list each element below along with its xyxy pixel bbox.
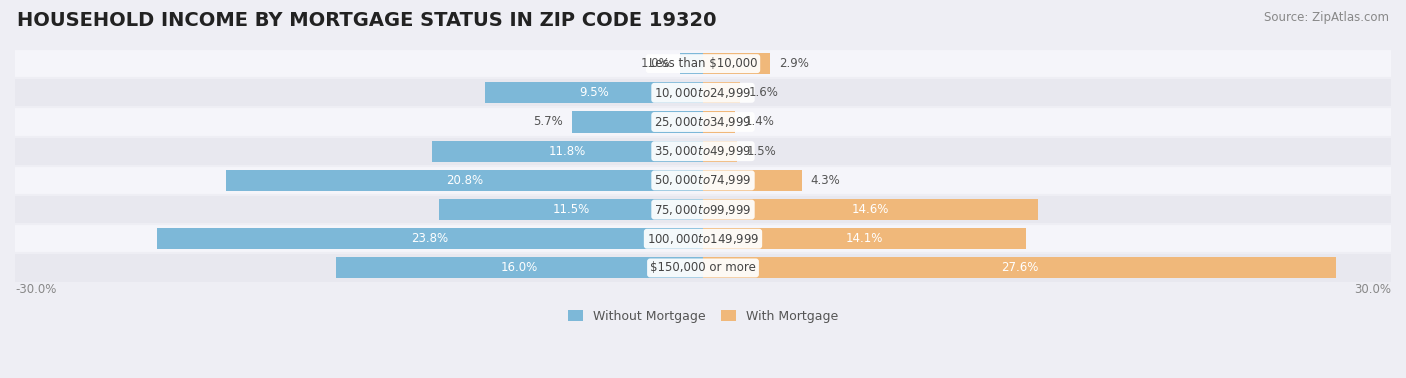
Bar <box>703 112 735 133</box>
Bar <box>15 78 1391 107</box>
Text: 11.8%: 11.8% <box>550 145 586 158</box>
Text: HOUSEHOLD INCOME BY MORTGAGE STATUS IN ZIP CODE 19320: HOUSEHOLD INCOME BY MORTGAGE STATUS IN Z… <box>17 11 717 30</box>
Text: 1.6%: 1.6% <box>749 86 779 99</box>
Text: -30.0%: -30.0% <box>15 283 56 296</box>
Text: 4.3%: 4.3% <box>811 174 841 187</box>
Bar <box>15 107 1391 136</box>
Text: $10,000 to $24,999: $10,000 to $24,999 <box>654 86 752 100</box>
Text: 14.6%: 14.6% <box>852 203 889 216</box>
Bar <box>485 82 703 103</box>
Text: 1.0%: 1.0% <box>641 57 671 70</box>
Bar <box>157 228 703 249</box>
Text: 23.8%: 23.8% <box>412 232 449 245</box>
Text: 5.7%: 5.7% <box>533 116 564 129</box>
Text: $75,000 to $99,999: $75,000 to $99,999 <box>654 203 752 217</box>
Bar <box>681 53 703 74</box>
Text: 30.0%: 30.0% <box>1354 283 1391 296</box>
Bar <box>703 82 740 103</box>
Bar <box>703 170 801 191</box>
Text: 14.1%: 14.1% <box>846 232 883 245</box>
Bar <box>703 228 1026 249</box>
Text: 16.0%: 16.0% <box>501 262 538 274</box>
Text: Source: ZipAtlas.com: Source: ZipAtlas.com <box>1264 11 1389 24</box>
Text: $100,000 to $149,999: $100,000 to $149,999 <box>647 232 759 246</box>
Text: 9.5%: 9.5% <box>579 86 609 99</box>
Text: 11.5%: 11.5% <box>553 203 589 216</box>
Bar <box>572 112 703 133</box>
Text: Less than $10,000: Less than $10,000 <box>648 57 758 70</box>
Bar <box>15 166 1391 195</box>
Bar <box>703 141 737 162</box>
Bar <box>226 170 703 191</box>
Bar <box>439 199 703 220</box>
Text: $150,000 or more: $150,000 or more <box>650 262 756 274</box>
Text: $35,000 to $49,999: $35,000 to $49,999 <box>654 144 752 158</box>
Bar <box>703 257 1336 279</box>
Bar <box>15 136 1391 166</box>
Bar <box>703 199 1038 220</box>
Bar <box>433 141 703 162</box>
Text: 2.9%: 2.9% <box>779 57 808 70</box>
Bar <box>15 224 1391 253</box>
Legend: Without Mortgage, With Mortgage: Without Mortgage, With Mortgage <box>562 305 844 328</box>
Bar <box>15 195 1391 224</box>
Bar <box>15 253 1391 282</box>
Text: 1.4%: 1.4% <box>744 116 775 129</box>
Bar <box>15 49 1391 78</box>
Text: $50,000 to $74,999: $50,000 to $74,999 <box>654 174 752 187</box>
Bar <box>336 257 703 279</box>
Bar <box>703 53 769 74</box>
Text: 27.6%: 27.6% <box>1001 262 1038 274</box>
Text: $25,000 to $34,999: $25,000 to $34,999 <box>654 115 752 129</box>
Text: 20.8%: 20.8% <box>446 174 484 187</box>
Text: 1.5%: 1.5% <box>747 145 776 158</box>
